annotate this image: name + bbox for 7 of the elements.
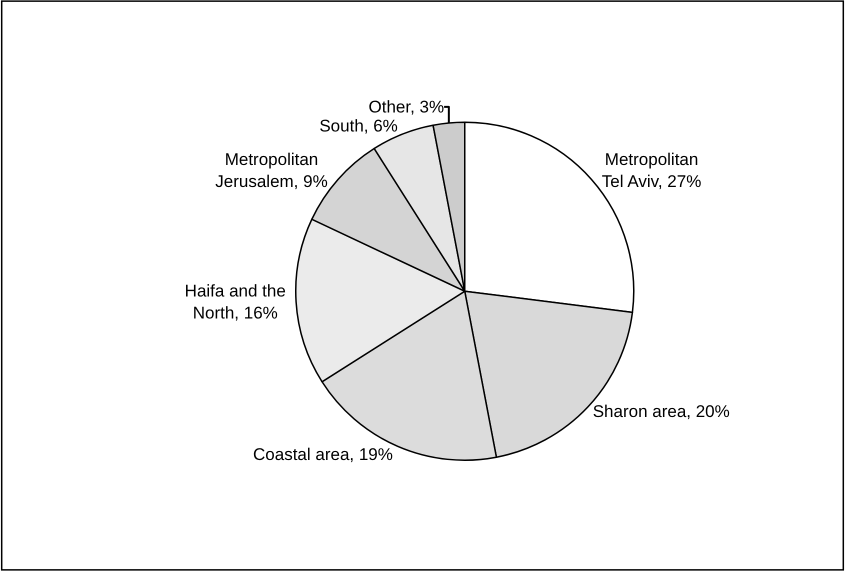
slice-label: Metropolitan Tel Aviv, 27% [602,150,702,192]
slice-label: Other, 3% [368,97,444,116]
slice-label: Sharon area, 20% [592,402,730,421]
slice-label: Coastal area, 19% [253,444,393,464]
slice-label: Metropolitan Jerusalem, 9% [215,150,328,192]
slice-label: South, 6% [319,116,398,136]
slice-label: Haifa and the North, 16% [184,281,286,322]
